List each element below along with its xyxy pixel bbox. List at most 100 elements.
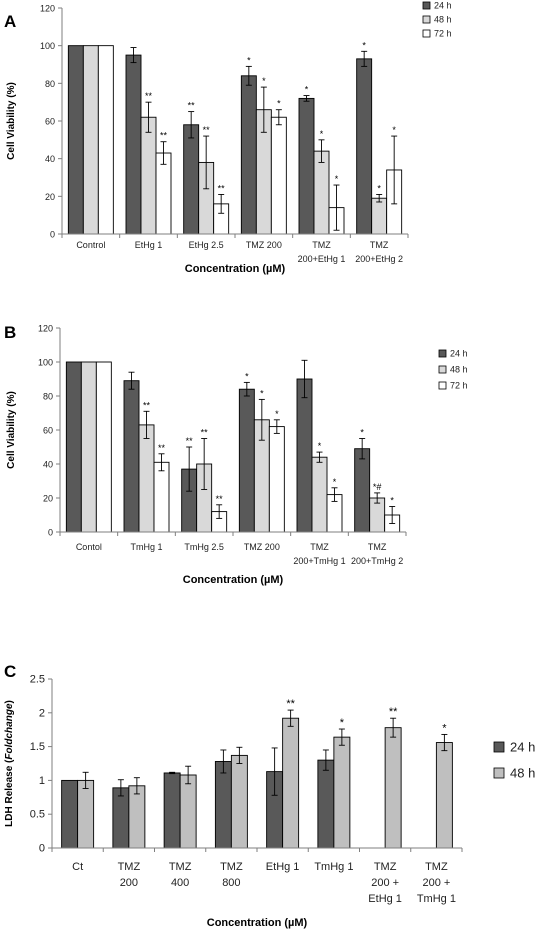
panel-label: A [4, 12, 16, 31]
panel-label: C [4, 662, 16, 681]
y-tick-label: 80 [45, 79, 55, 89]
legend-swatch-48h [422, 15, 431, 24]
x-category-label: TMZ [368, 542, 387, 552]
bar-24h [214, 761, 232, 849]
significance-mark: * [360, 428, 364, 438]
x-category-label: 400 [171, 877, 189, 889]
bar-48h [138, 424, 155, 533]
significance-mark: * [442, 722, 447, 734]
bar-48h [311, 456, 328, 533]
x-category-label: 200+EtHg 1 [298, 254, 346, 264]
bar-24h [123, 380, 140, 533]
y-axis-title-main: LDH Release ( [4, 759, 15, 827]
significance-mark: * [390, 496, 394, 506]
significance-mark: * [305, 85, 309, 95]
y-tick-label: 2.5 [30, 674, 45, 686]
legend-swatch-24h [438, 349, 447, 358]
panel-c: C00.511.522.5Ct TMZ200TMZ400TMZ800**EtHg … [4, 662, 535, 929]
legend-label: 48 h [450, 365, 468, 375]
bar-48h [82, 45, 99, 235]
bar-72h [155, 152, 172, 235]
significance-mark: * [340, 717, 345, 729]
y-tick-label: 120 [38, 324, 53, 334]
bar-48h [333, 736, 351, 849]
x-category-label: TMZ [118, 861, 141, 873]
y-tick-label: 80 [43, 392, 53, 402]
x-category-label: TmHg 2.5 [184, 542, 224, 552]
bar-48h [435, 742, 453, 849]
y-axis-title: LDH Release (Foldchange) [4, 700, 15, 827]
legend-label: 72 h [434, 29, 452, 39]
x-category-label: TMZ 200 [246, 240, 282, 250]
bar-48h [371, 197, 388, 235]
legend-swatch-48h [438, 365, 447, 374]
bar-24h [298, 97, 315, 235]
x-axis-title: Concentration (µM) [207, 917, 308, 929]
significance-mark: * [247, 55, 251, 65]
y-axis-title-end: ) [4, 700, 15, 703]
x-category-label: 200+TmHg 2 [351, 556, 403, 566]
legend-label: 72 h [450, 381, 468, 391]
significance-mark: ** [389, 706, 398, 718]
bar-24h [356, 58, 373, 235]
significance-mark: * [320, 129, 324, 139]
y-tick-label: 0 [50, 230, 55, 240]
significance-mark: ** [186, 436, 194, 446]
bar-72h [268, 426, 285, 533]
y-tick-label: 120 [40, 4, 55, 14]
x-category-label: 200+TmHg 1 [293, 556, 345, 566]
bar-48h [313, 150, 330, 235]
x-category-label: 200 + [422, 877, 450, 889]
x-category-label: TMZ [374, 861, 397, 873]
bar-24h [317, 759, 335, 849]
y-tick-label: 40 [45, 154, 55, 164]
legend-swatch-72h [438, 381, 447, 390]
bar-24h [240, 75, 257, 235]
bar-24h [65, 361, 82, 533]
y-axis-title-italic: Foldchange [4, 703, 15, 760]
bar-72h [97, 45, 114, 235]
panel-label: B [4, 323, 16, 342]
bar-48h [282, 717, 300, 849]
legend-swatch-24h [493, 741, 505, 753]
significance-mark: ** [160, 131, 168, 141]
bar-24h [183, 124, 200, 235]
x-category-label: TMZ 200 [244, 542, 280, 552]
bar-48h [230, 754, 248, 849]
significance-mark: ** [188, 101, 196, 111]
y-tick-label: 0 [39, 843, 45, 855]
x-category-label: TmHg 1 [417, 893, 456, 905]
y-tick-label: 0 [48, 528, 53, 538]
legend-label: 24 h [434, 1, 452, 11]
legend-swatch-24h [422, 1, 431, 10]
bar-24h [163, 772, 181, 849]
bar-24h [112, 787, 130, 849]
x-category-label: TMZ [310, 542, 329, 552]
legend-label: 48 h [434, 15, 452, 25]
bar-48h [77, 779, 95, 849]
legend-swatch-72h [422, 29, 431, 38]
x-category-label: TmHg 1 [314, 861, 353, 873]
significance-mark: ** [216, 494, 224, 504]
y-tick-label: 40 [43, 460, 53, 470]
bar-24h [238, 388, 255, 533]
significance-mark: * [318, 441, 322, 451]
x-category-label: TMZ [425, 861, 448, 873]
legend-swatch-48h [493, 767, 505, 779]
significance-mark: * [260, 388, 264, 398]
x-category-label: Control [76, 240, 105, 250]
significance-mark: * [333, 477, 337, 487]
significance-mark: * [277, 99, 281, 109]
y-tick-label: 1.5 [30, 741, 45, 753]
significance-mark: * [335, 174, 339, 184]
bar-48h [128, 785, 146, 849]
y-axis-title: Cell Viability (%) [6, 82, 17, 160]
bar-72h [95, 361, 112, 533]
x-category-label: EtHg 1 [266, 861, 300, 873]
x-category-label: TMZ [220, 861, 243, 873]
x-category-label: EtHg 2.5 [189, 240, 224, 250]
bar-48h [384, 727, 402, 849]
x-category-label: 200 [120, 877, 138, 889]
